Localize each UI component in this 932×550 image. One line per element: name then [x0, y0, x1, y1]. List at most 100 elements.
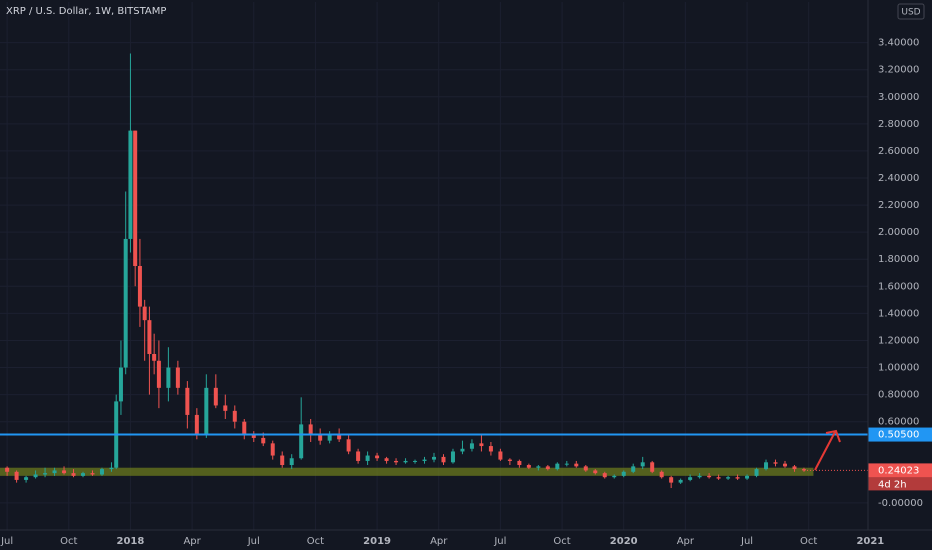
- candle-body: [735, 477, 740, 479]
- y-tick-label: 3.20000: [878, 65, 919, 76]
- resistance-label: 0.50500: [878, 430, 919, 441]
- candle-body: [152, 354, 157, 361]
- candle-body: [308, 424, 313, 436]
- candle-body: [650, 462, 655, 472]
- candles: [5, 53, 806, 489]
- candle-body: [156, 360, 161, 388]
- y-tick-label: -0.00000: [878, 498, 923, 509]
- candle-body: [204, 387, 209, 436]
- candle-body: [413, 460, 418, 462]
- candle-body: [356, 451, 361, 461]
- x-tick-label: Jul: [247, 536, 260, 547]
- candle-body: [583, 466, 588, 471]
- candle-body: [251, 435, 256, 438]
- candle-body: [185, 387, 190, 415]
- candle-body: [574, 463, 579, 467]
- candle-body: [52, 470, 57, 474]
- candle-body: [133, 130, 138, 266]
- y-tick-label: 1.80000: [878, 254, 919, 265]
- x-tick-label: Jul: [493, 536, 506, 547]
- candle-body: [612, 475, 617, 478]
- x-tick-label: Oct: [800, 536, 817, 547]
- candle-body: [289, 458, 294, 466]
- y-tick-label: 3.00000: [878, 92, 919, 103]
- y-tick-label: 2.40000: [878, 173, 919, 184]
- candle-body: [232, 410, 237, 422]
- candle-body: [175, 367, 180, 388]
- x-tick-label: Jul: [0, 536, 13, 547]
- candle-body: [147, 320, 152, 354]
- candle-body: [659, 471, 664, 478]
- candle-body: [526, 465, 531, 468]
- candle-body: [128, 130, 133, 239]
- candle-body: [631, 466, 636, 472]
- candle-body: [716, 477, 721, 479]
- y-tick-label: 1.20000: [878, 335, 919, 346]
- candle-body: [782, 463, 787, 467]
- x-tick-label: Oct: [307, 536, 324, 547]
- x-tick-label: 2020: [610, 536, 638, 547]
- candle-body: [299, 424, 304, 459]
- chart-title: XRP / U.S. Dollar, 1W, BITSTAMP: [6, 6, 166, 17]
- candle-body: [555, 463, 560, 470]
- zone-layer: [0, 467, 814, 476]
- candle-body: [754, 469, 759, 476]
- candle-body: [564, 463, 569, 465]
- candle-body: [394, 460, 399, 463]
- candle-body: [242, 421, 247, 436]
- candle-body: [109, 467, 114, 470]
- currency-button[interactable]: [897, 3, 925, 20]
- candle-body: [432, 456, 436, 460]
- candle-body: [697, 475, 702, 478]
- y-tick-label: 3.40000: [878, 38, 919, 49]
- x-tick-label: 2021: [856, 536, 884, 547]
- candle-body: [33, 474, 38, 478]
- candle-body: [536, 466, 541, 468]
- candle-body: [773, 462, 778, 464]
- candle-body: [365, 455, 370, 461]
- candle-body: [261, 437, 266, 444]
- candle-body: [137, 266, 142, 307]
- candle-body: [479, 443, 484, 447]
- candle-body: [375, 455, 380, 459]
- last-price-label: 0.24023: [878, 465, 919, 476]
- candle-body: [5, 467, 10, 472]
- x-tick-label: 2018: [117, 536, 145, 547]
- candle-body: [99, 469, 104, 475]
- candle-body: [488, 446, 493, 452]
- candle-body: [669, 477, 674, 483]
- candle-body: [640, 462, 645, 467]
- candle-body: [498, 451, 503, 460]
- y-tick-label: 2.20000: [878, 200, 919, 211]
- candle-body: [346, 439, 351, 452]
- last-price-box: [868, 463, 932, 478]
- candle-body: [441, 456, 446, 463]
- candle-body: [460, 448, 465, 452]
- y-tick-label: 1.00000: [878, 363, 919, 374]
- candle-body: [327, 433, 332, 441]
- candle-body: [280, 455, 285, 466]
- candle-body: [90, 473, 95, 475]
- x-tick-label: 2019: [363, 536, 391, 547]
- x-tick-label: Apr: [430, 536, 448, 547]
- candle-body: [469, 443, 474, 449]
- x-tick-label: Apr: [183, 536, 201, 547]
- x-tick-label: Jul: [740, 536, 753, 547]
- resistance-label-box: [868, 427, 932, 442]
- candle-body: [24, 477, 29, 480]
- arrow-annotation: [814, 429, 841, 471]
- x-tick-label: Oct: [60, 536, 77, 547]
- countdown-box: [868, 477, 932, 491]
- candle-body: [545, 466, 550, 470]
- candle-body: [792, 466, 797, 470]
- candle-body: [223, 405, 228, 411]
- candle-body: [270, 443, 275, 456]
- y-tick-label: 2.80000: [878, 119, 919, 130]
- candle-body: [384, 458, 389, 461]
- candle-body: [62, 470, 67, 474]
- currency-label: USD: [901, 8, 920, 18]
- candle-body: [450, 451, 455, 463]
- y-tick-label: 0.80000: [878, 390, 919, 401]
